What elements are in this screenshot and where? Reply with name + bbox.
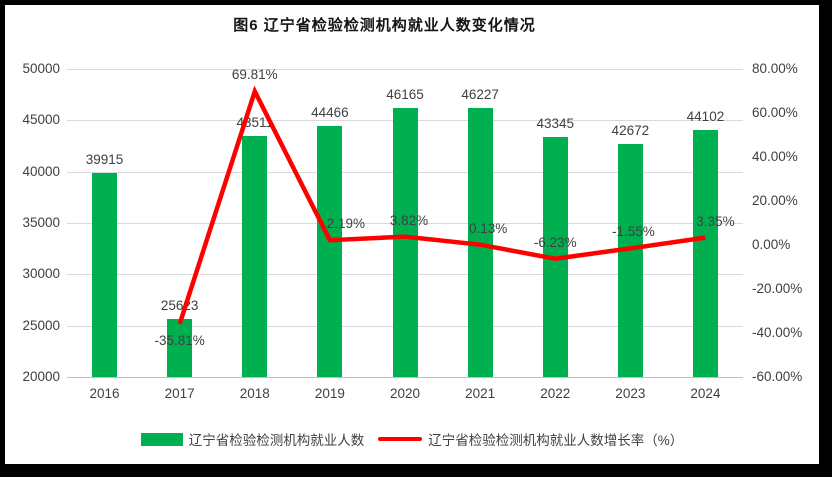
bar-label-2023: 42672 xyxy=(611,123,650,139)
left-axis-tick: 35000 xyxy=(22,215,60,230)
plot-area: 50000 45000 40000 35000 30000 25000 20000 80.00… xyxy=(5,5,819,464)
right-axis-tick: 40.00% xyxy=(752,149,798,164)
growth-label-2022: -6.23% xyxy=(533,234,577,250)
bar-2017 xyxy=(167,319,193,377)
legend-label-growth-rate: 辽宁省检验检测机构就业人数增长率（%） xyxy=(428,433,684,448)
gridline xyxy=(67,69,743,70)
bar-2018 xyxy=(242,135,268,377)
right-axis-tick: 0.00% xyxy=(752,237,791,252)
legend-item-growth-rate: 辽宁省检验检测机构就业人数增长率（%） xyxy=(378,429,683,449)
left-axis-tick: 40000 xyxy=(22,163,60,179)
year-label-2019: 2019 xyxy=(314,386,345,401)
growth-label-2019: 2.19% xyxy=(326,216,366,232)
bar-label-2019: 44466 xyxy=(311,104,349,120)
year-label-2021: 2021 xyxy=(465,386,496,401)
x-axis-line xyxy=(67,377,743,378)
bar-label-2024: 44102 xyxy=(686,108,725,124)
left-axis-tick: 25000 xyxy=(22,317,60,333)
left-axis-tick: 45000 xyxy=(22,112,60,128)
right-axis-tick: -60.00% xyxy=(752,369,803,384)
growth-label-2023: -1.55% xyxy=(611,224,655,240)
legend-label-employment: 辽宁省检验检测机构就业人数 xyxy=(188,433,365,448)
legend-bar-swatch xyxy=(140,432,183,446)
bar-2024 xyxy=(692,129,718,377)
year-label-2023: 2023 xyxy=(615,386,646,401)
bar-2021 xyxy=(467,107,493,377)
growth-label-2017: -35.81% xyxy=(154,332,205,348)
year-label-2018: 2018 xyxy=(239,386,270,401)
bar-label-2017: 25623 xyxy=(160,298,199,314)
left-axis-tick: 20000 xyxy=(22,369,60,384)
growth-label-2021: 0.13% xyxy=(468,220,508,236)
growth-label-2018: 69.81% xyxy=(231,67,278,83)
year-label-2016: 2016 xyxy=(89,386,120,401)
bar-label-2016: 39915 xyxy=(85,151,124,167)
year-label-2022: 2022 xyxy=(540,386,571,401)
bar-2023 xyxy=(617,144,643,377)
right-axis-tick: 80.00% xyxy=(752,61,798,76)
legend-line-swatch xyxy=(378,436,423,442)
year-label-2024: 2024 xyxy=(690,386,721,401)
bar-2022 xyxy=(542,137,568,377)
right-axis-tick: -20.00% xyxy=(752,281,803,296)
bar-label-2021: 46227 xyxy=(461,86,499,102)
left-axis-tick: 50000 xyxy=(22,61,60,76)
year-label-2017: 2017 xyxy=(164,386,195,401)
legend-item-employment: 辽宁省检验检测机构就业人数 xyxy=(140,429,365,449)
left-axis-tick: 30000 xyxy=(22,266,60,282)
growth-label-2020: 3.82% xyxy=(389,212,429,228)
chart-title: 图6 辽宁省检验检测机构就业人数变化情况 xyxy=(233,17,536,34)
growth-label-2024: 3.35% xyxy=(696,213,735,229)
bar-label-2018: 43511 xyxy=(236,114,274,130)
bar-2019 xyxy=(317,125,343,377)
bar-label-2020: 46165 xyxy=(386,87,424,103)
bar-2016 xyxy=(92,172,118,377)
right-axis-tick: 60.00% xyxy=(752,105,798,120)
right-axis-tick: 20.00% xyxy=(752,193,798,208)
bar-label-2022: 43345 xyxy=(536,116,574,132)
bar-2020 xyxy=(392,108,418,377)
year-label-2020: 2020 xyxy=(389,386,421,401)
right-axis-tick: -40.00% xyxy=(752,325,803,340)
chart-page: 图6 辽宁省检验检测机构就业人数变化情况 50000 45000 40000 3500… xyxy=(5,5,819,464)
legend: 辽宁省检验检测机构就业人数 辽宁省检验检测机构就业人数增长率（%） xyxy=(5,429,819,449)
